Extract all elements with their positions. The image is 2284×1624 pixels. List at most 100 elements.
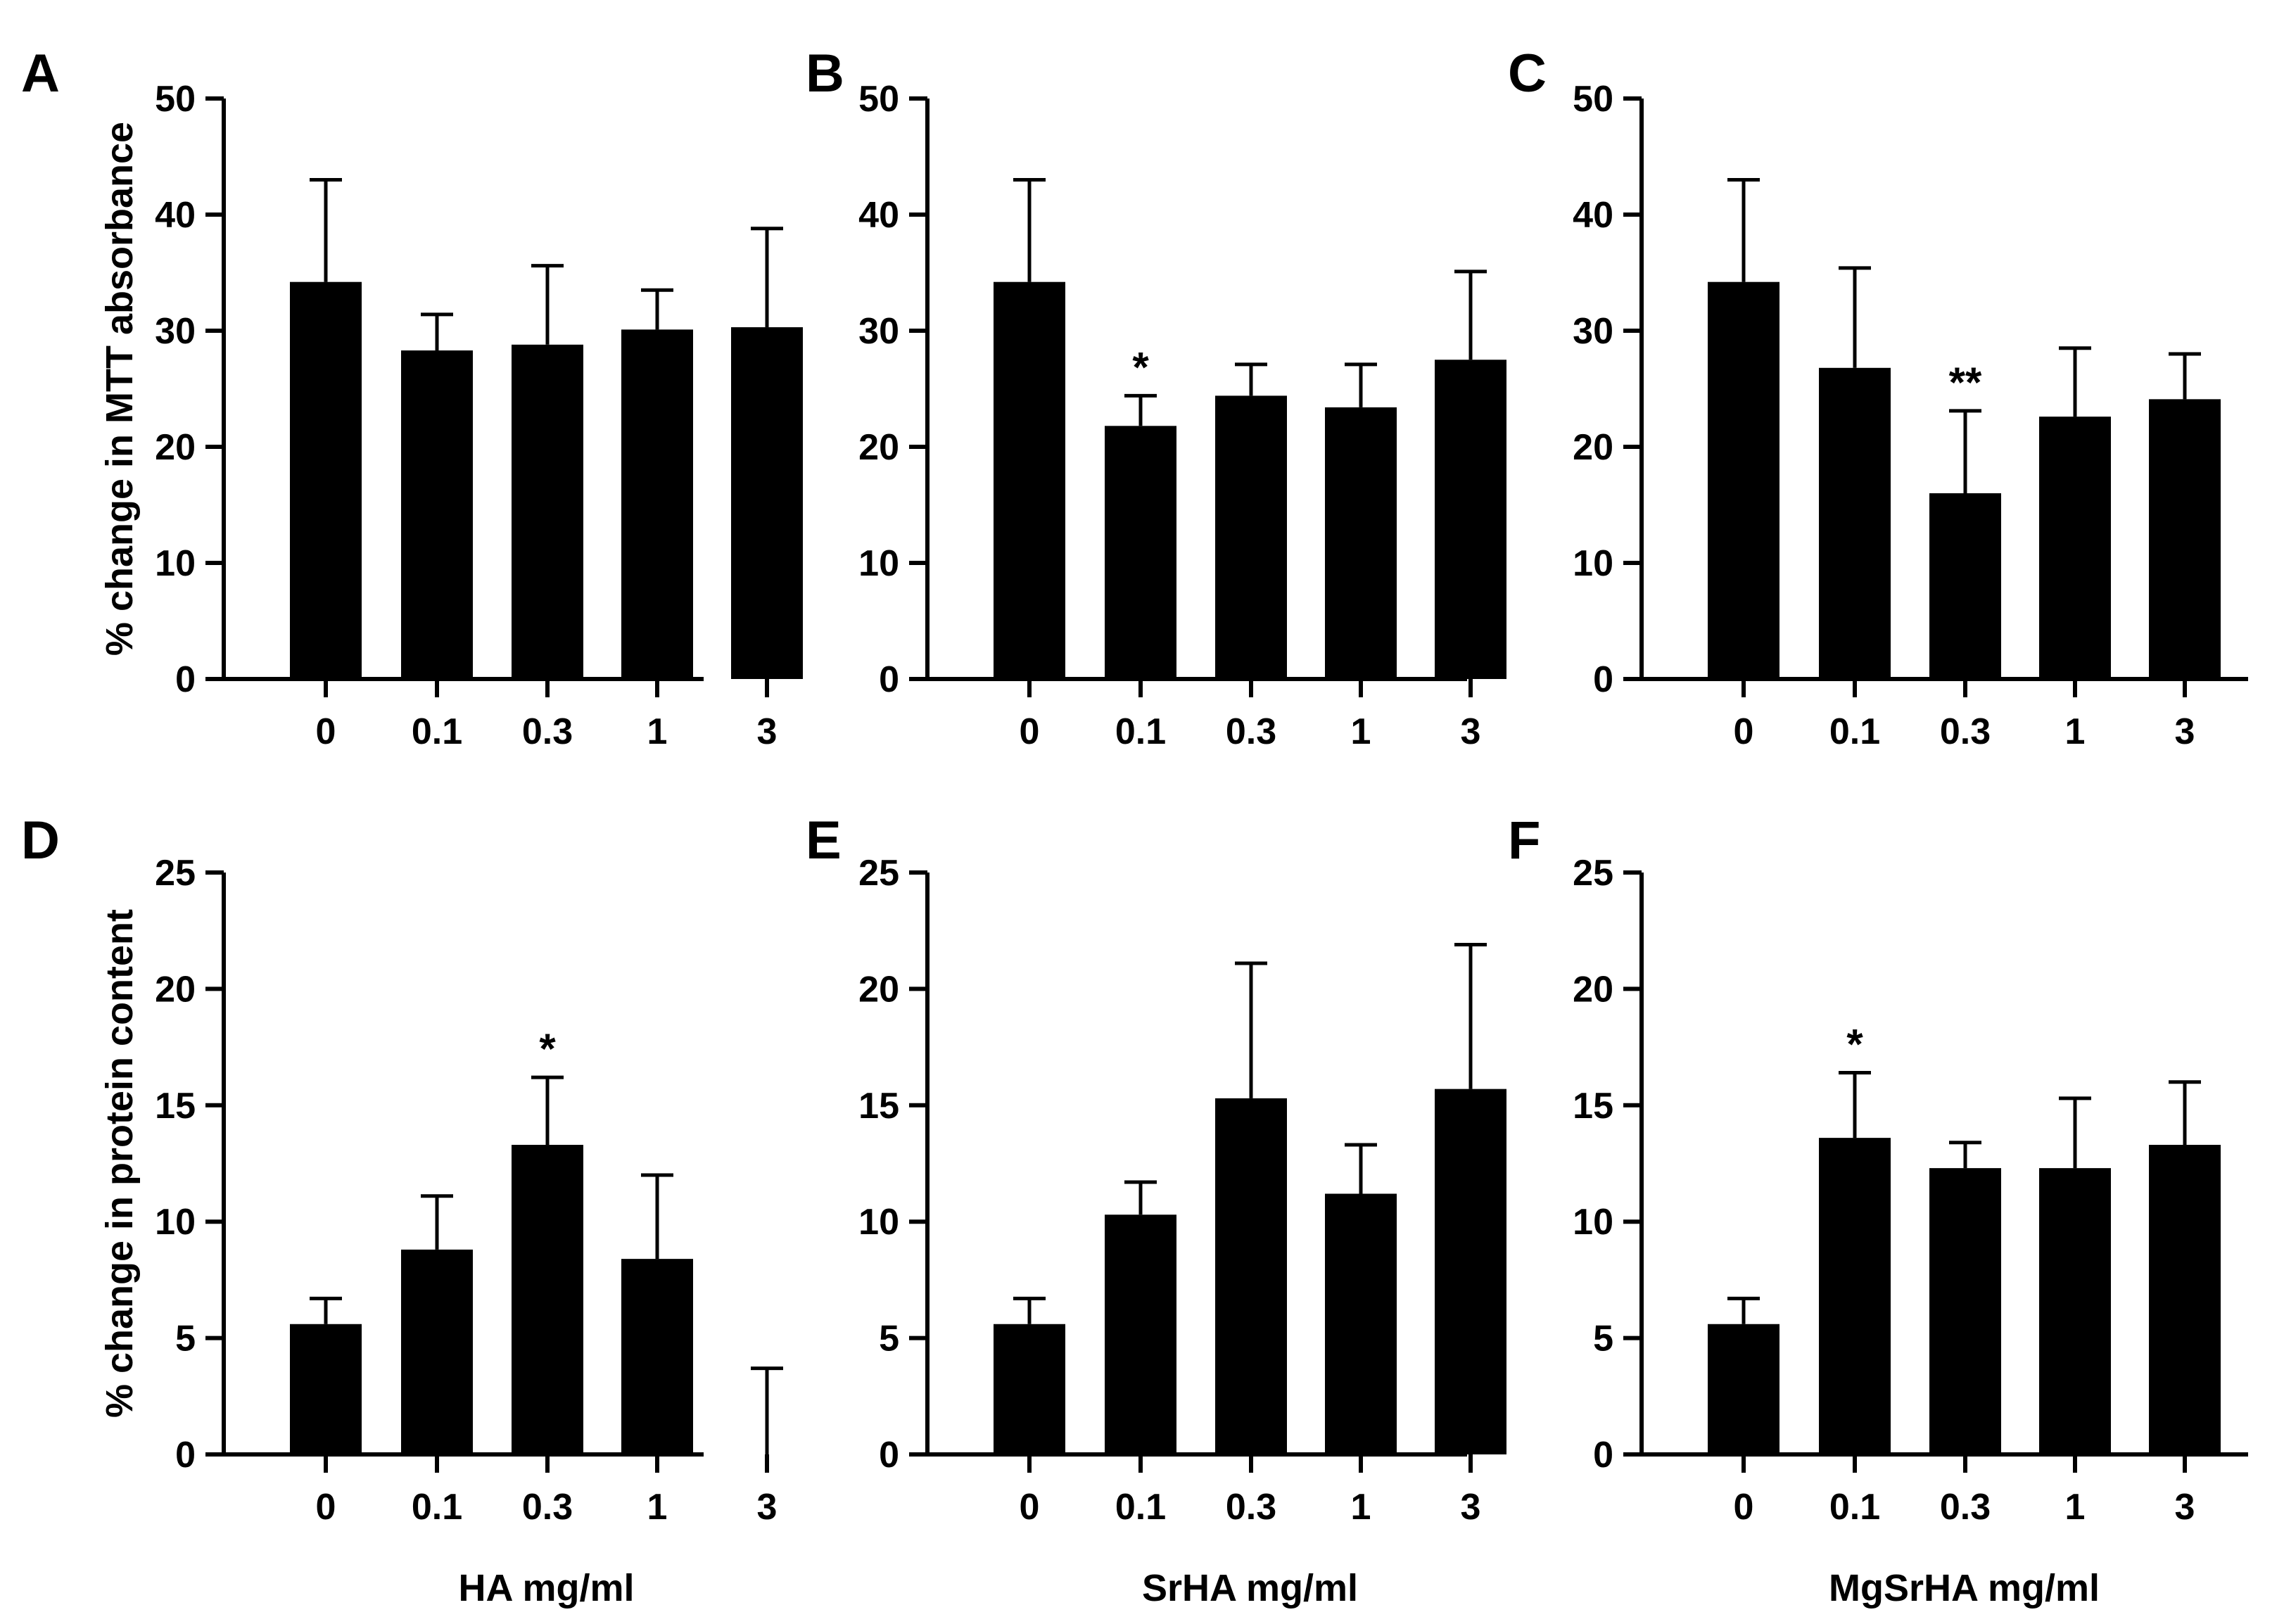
bar [621,329,693,679]
y-tick-label: 0 [1593,659,1613,700]
y-tick-label: 30 [155,311,196,352]
y-tick-label: 0 [1593,1435,1613,1476]
y-tick-label: 20 [858,427,899,468]
y-tick-label: 40 [858,195,899,236]
x-tick-label: 0 [1734,1487,1754,1528]
x-tick-label: 0.1 [412,711,462,752]
y-tick-label: 40 [155,195,196,236]
x-tick-label: 1 [2065,711,2086,752]
x-tick-label: 1 [1351,1487,1371,1528]
bar [731,327,803,679]
y-tick-label: 50 [1573,79,1613,120]
bar [1819,1138,1891,1454]
panel-d-letter: D [21,811,60,870]
y-tick-label: 5 [175,1319,196,1359]
y-tick-label: 15 [858,1086,899,1127]
x-tick-label: 0 [316,1487,336,1528]
bar [1435,1089,1506,1454]
bar [2149,1145,2221,1454]
bar [290,1324,362,1454]
x-tick-label: 3 [757,711,778,752]
bar [290,281,362,679]
y-tick-label: 15 [1573,1086,1613,1127]
y-tick-label: 10 [155,543,196,584]
x-tick-label: 3 [1461,1487,1481,1528]
significance-marker: * [1132,343,1149,391]
panel-c-letter: C [1508,44,1547,103]
bar [1708,1324,1779,1454]
bar [994,1324,1065,1454]
y-tick-label: 10 [858,1202,899,1243]
y-tick-label: 0 [175,659,196,700]
y-tick-label: 20 [155,969,196,1010]
bar [1105,1214,1176,1454]
x-tick-label: 3 [757,1487,778,1528]
bar [1215,1098,1287,1454]
y-tick-label: 25 [1573,853,1613,894]
y-tick-label: 0 [879,1435,899,1476]
y-tick-label: 50 [858,79,899,120]
x-tick-label: 0.1 [1829,711,1880,752]
y-tick-label: 10 [858,543,899,584]
x-tick-label: 0.3 [1226,1487,1276,1528]
bar [1215,395,1287,679]
y-tick-label: 10 [1573,1202,1613,1243]
y-tick-label: 10 [155,1202,196,1243]
y-tick-label: 20 [155,427,196,468]
x-tick-label: 0 [1734,711,1754,752]
panel-a-letter: A [21,44,60,103]
panel-f-letter: F [1508,811,1540,870]
y-tick-label: 30 [858,311,899,352]
y-tick-label: 25 [858,853,899,894]
significance-marker: * [1846,1020,1863,1067]
bar [2039,1168,2111,1454]
x-tick-label: 0.1 [1115,1487,1166,1528]
y-tick-label: 10 [1573,543,1613,584]
bar [512,344,583,679]
x-tick-label: 0.1 [1829,1487,1880,1528]
bar [1325,407,1397,679]
y-tick-label: 0 [879,659,899,700]
bar [2039,417,2111,679]
y-tick-label: 30 [1573,311,1613,352]
x-tick-label: 0 [1020,711,1040,752]
y-tick-label: 25 [155,853,196,894]
bar [994,281,1065,679]
bar [1105,426,1176,679]
y-tick-label: 0 [175,1435,196,1476]
x-tick-label: 1 [647,1487,668,1528]
bar [2149,399,2221,679]
x-tick-label: 0.3 [522,1487,573,1528]
x-tick-label: 1 [1351,711,1371,752]
bar [1929,1168,2001,1454]
x-axis-label: SrHA mg/ml [1142,1567,1358,1609]
y-tick-label: 15 [155,1086,196,1127]
bar [401,350,473,679]
y-tick-label: 40 [1573,195,1613,236]
x-axis-label: MgSrHA mg/ml [1829,1567,2100,1609]
y-tick-label: 20 [1573,969,1613,1010]
x-tick-label: 0 [316,711,336,752]
y-tick-label: 20 [1573,427,1613,468]
x-tick-label: 3 [1461,711,1481,752]
x-tick-label: 0.3 [1940,711,1991,752]
x-axis-label: HA mg/ml [458,1567,634,1609]
x-tick-label: 0 [1020,1487,1040,1528]
x-tick-label: 0.3 [1226,711,1276,752]
x-tick-label: 1 [2065,1487,2086,1528]
y-tick-label: 5 [879,1319,899,1359]
panel-b-letter: B [806,44,844,103]
bar [1819,367,1891,679]
bar [1325,1193,1397,1454]
bar [1435,360,1506,679]
panel-e-letter: E [806,811,842,870]
y-tick-label: 50 [155,79,196,120]
y-axis-label: % change in MTT absorbance [99,122,141,656]
bar [512,1145,583,1454]
bar [1708,281,1779,679]
y-tick-label: 20 [858,969,899,1010]
bar [1929,493,2001,679]
bar [621,1259,693,1454]
x-tick-label: 0.1 [1115,711,1166,752]
